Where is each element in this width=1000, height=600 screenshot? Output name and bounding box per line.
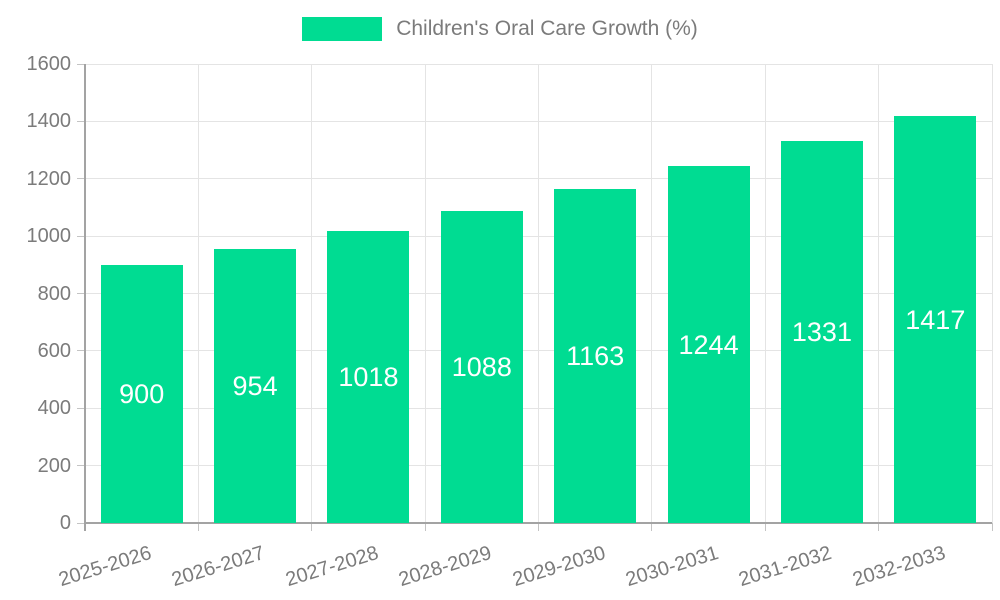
bar-value-label: 900	[119, 378, 165, 409]
bar	[667, 166, 750, 523]
x-tick	[424, 523, 426, 531]
y-tick-label: 400	[37, 397, 71, 420]
x-tick-label: 2030-2031	[623, 542, 721, 592]
bar-value-label: 1331	[791, 317, 852, 348]
x-tick	[991, 523, 993, 531]
x-axis-line	[85, 522, 992, 524]
x-tick	[651, 523, 653, 531]
x-gridline	[424, 64, 426, 523]
x-gridline	[538, 64, 539, 523]
y-tick-label: 800	[37, 282, 71, 305]
x-gridline	[764, 64, 766, 523]
y-axis-line	[84, 64, 86, 531]
x-tick	[197, 523, 199, 531]
y-tick-label: 1400	[26, 110, 72, 133]
x-tick-label: 2028-2029	[396, 542, 495, 592]
y-tick	[77, 293, 85, 294]
x-tick-label: 2025-2026	[56, 542, 155, 592]
bar	[894, 116, 977, 523]
x-tick-label: 2026-2027	[169, 542, 268, 592]
y-tick	[77, 235, 85, 237]
legend[interactable]: Children's Oral Care Growth (%)	[0, 17, 1000, 41]
x-tick-label: 2032-2033	[849, 542, 948, 592]
y-tick-label: 200	[37, 454, 71, 477]
x-gridline	[197, 64, 199, 523]
y-tick	[77, 407, 85, 409]
bar	[214, 249, 297, 523]
y-tick-label: 1000	[26, 225, 72, 248]
x-tick	[878, 523, 880, 531]
legend-label: Children's Oral Care Growth (%)	[396, 17, 698, 40]
x-tick	[538, 523, 539, 531]
bar	[327, 230, 410, 523]
y-tick	[77, 120, 85, 122]
bar	[440, 210, 523, 523]
y-tick	[77, 465, 85, 467]
bar-value-label: 954	[232, 371, 278, 402]
bar-value-label: 1163	[566, 341, 625, 372]
y-tick-label: 1200	[26, 167, 72, 190]
x-tick-label: 2031-2032	[736, 542, 835, 592]
bar	[780, 141, 863, 523]
y-tick	[77, 350, 85, 352]
y-tick-label: 1600	[26, 53, 72, 75]
bar-value-label: 1417	[905, 304, 966, 335]
bar	[100, 264, 183, 523]
y-tick-label: 600	[37, 339, 71, 362]
x-gridline	[311, 64, 313, 523]
legend-swatch	[302, 17, 383, 41]
x-tick-label: 2029-2030	[509, 542, 608, 592]
bar-value-label: 1018	[338, 361, 399, 392]
bar	[554, 189, 637, 523]
bar-value-label: 1088	[451, 351, 512, 382]
x-gridline	[991, 64, 993, 523]
x-gridline	[651, 64, 653, 523]
x-tick	[311, 523, 313, 531]
y-tick	[77, 63, 85, 65]
x-tick	[764, 523, 766, 531]
y-tick	[77, 522, 85, 524]
bar-value-label: 1244	[678, 329, 739, 360]
y-tick	[77, 178, 85, 180]
x-tick-label: 2027-2028	[282, 542, 381, 592]
x-gridline	[878, 64, 880, 523]
y-tick-label: 0	[59, 512, 71, 534]
